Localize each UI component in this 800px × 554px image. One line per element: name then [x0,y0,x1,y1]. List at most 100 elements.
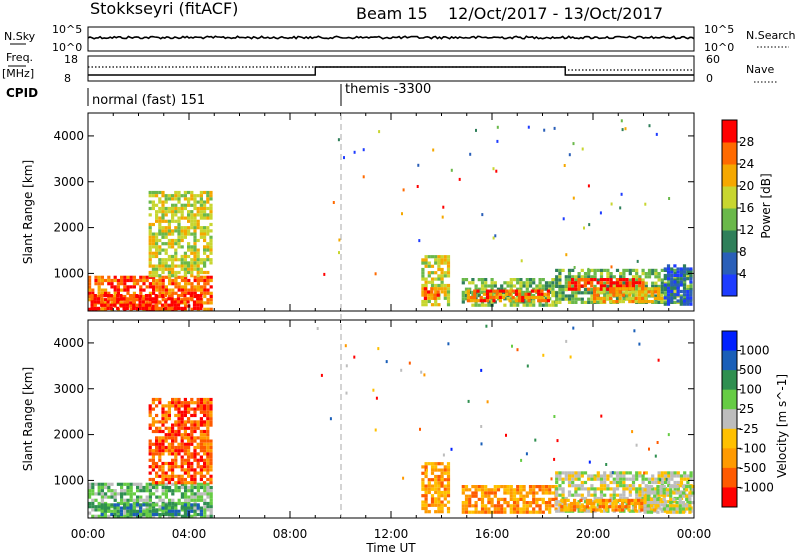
data-cell [106,294,110,298]
data-cell [480,497,485,501]
data-cell [493,488,497,492]
data-cell [624,505,628,509]
data-cell [440,261,444,265]
data-cell [599,284,603,288]
data-cell [206,482,210,486]
data-cell [129,514,133,518]
data-cell [157,300,161,304]
data-cell [148,285,152,289]
data-cell [193,458,197,462]
data-cell [596,268,600,272]
data-cell [158,429,162,434]
data-cell [187,242,191,246]
data-cell [164,264,168,268]
data-cell [553,415,556,418]
freq-tick-bottom: 8 [64,72,71,85]
data-cell [666,273,671,278]
data-cell [555,297,559,301]
data-cell [209,261,213,265]
data-cell [164,512,168,517]
data-cell [148,245,152,249]
data-cell [184,495,188,499]
data-cell [155,242,159,246]
data-cell [599,211,602,215]
data-cell [196,206,200,211]
data-cell [110,482,114,486]
data-cell [500,497,504,501]
data-cell [437,490,441,495]
data-cell [554,507,558,511]
data-cell [593,487,597,491]
data-cell [619,493,623,497]
data-cell [443,296,447,300]
data-cell [583,487,588,491]
data-cell [187,213,191,217]
data-cell [474,501,478,505]
data-cell [461,290,465,294]
data-cell [676,299,680,303]
data-cell [619,474,623,478]
data-cell [421,290,425,294]
data-cell [516,501,520,505]
data-cell [635,284,639,288]
data-cell [176,300,181,304]
data-cell [558,284,562,288]
data-cell [649,491,654,495]
data-cell [421,478,425,482]
data-cell [443,503,447,507]
data-cell [126,485,130,490]
data-cell [189,294,193,298]
data-cell [596,300,600,304]
data-cell [587,509,591,513]
data-cell [574,281,578,285]
data-cell [161,264,165,268]
data-cell [649,485,654,489]
data-cell [599,484,604,488]
data-cell [112,303,117,307]
data-cell [593,284,597,288]
data-cell [88,288,92,292]
data-cell [138,303,142,307]
data-cell [542,353,545,357]
data-cell [654,454,657,458]
data-cell [151,242,155,246]
data-cell [199,197,203,201]
data-cell [660,268,664,272]
data-cell [180,267,184,271]
data-cell [590,275,594,279]
data-cell [158,401,162,405]
data-cell [148,445,152,450]
data-cell [199,512,203,517]
data-cell [609,487,613,491]
data-cell [180,261,184,265]
data-cell [155,509,159,513]
data-cell [161,468,165,472]
data-cell [132,278,136,283]
data-cell [183,194,187,198]
data-cell [663,283,667,287]
data-cell [628,477,632,481]
data-cell [567,493,572,497]
data-cell [183,477,187,482]
data-cell [635,493,639,497]
data-cell [501,295,506,300]
data-cell [528,278,533,282]
data-cell [480,281,485,285]
data-cell [148,229,152,233]
data-cell [206,291,210,295]
data-cell [484,284,488,288]
data-cell [421,471,425,475]
freq-label: Freq. [6,51,33,64]
data-cell [596,471,600,475]
data-cell [544,507,549,511]
data-cell [155,426,159,430]
data-cell [660,278,664,282]
data-cell [161,275,165,279]
data-cell [174,452,178,456]
data-cell [512,507,517,511]
data-cell [199,235,203,239]
data-cell [177,417,181,421]
data-cell [656,491,660,495]
data-cell [685,488,689,492]
data-cell [606,297,610,301]
